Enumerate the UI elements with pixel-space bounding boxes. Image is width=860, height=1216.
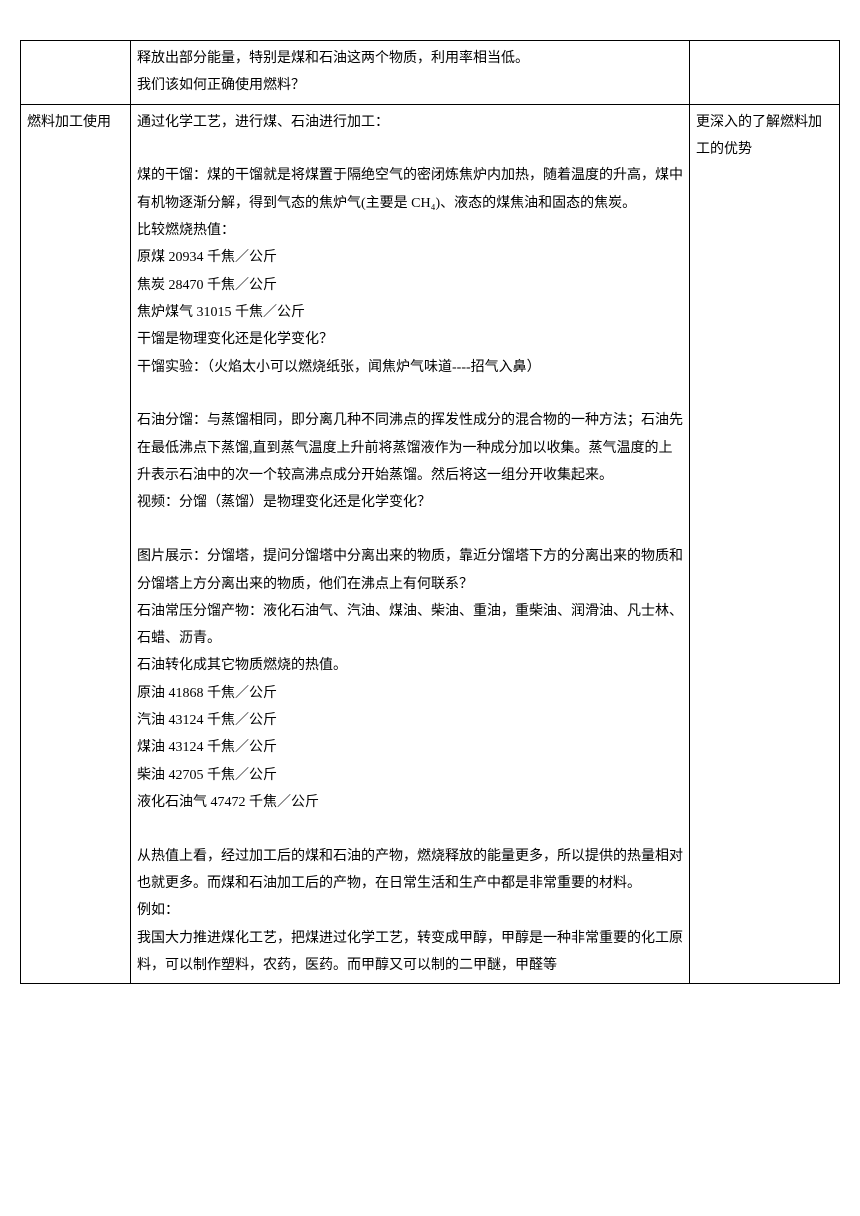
- paragraph: 焦炭 28470 千焦／公斤: [137, 272, 683, 299]
- paragraph: 原油 41868 千焦／公斤: [137, 680, 683, 707]
- document-page: 释放出部分能量，特别是煤和石油这两个物质，利用率相当低。 我们该如何正确使用燃料…: [20, 40, 840, 984]
- paragraph: 石油分馏：与蒸馏相同，即分离几种不同沸点的挥发性成分的混合物的一种方法；石油先在…: [137, 407, 683, 489]
- cell-note: [690, 41, 840, 105]
- blank-line: [137, 381, 683, 408]
- paragraph: 从热值上看，经过加工后的煤和石油的产物，燃烧释放的能量更多，所以提供的热量相对也…: [137, 843, 683, 898]
- paragraph: 例如：: [137, 897, 683, 924]
- cell-text: 燃料加工使用: [27, 115, 111, 130]
- paragraph: 干馏实验：（火焰太小可以燃烧纸张，闻焦炉气味道----招气入鼻）: [137, 354, 683, 381]
- paragraph: 干馏是物理变化还是化学变化？: [137, 326, 683, 353]
- cell-text: 更深入的了解燃料加工的优势: [696, 115, 822, 157]
- cell-stage: [21, 41, 131, 105]
- blank-line: [137, 517, 683, 544]
- paragraph: 煤油 43124 千焦／公斤: [137, 734, 683, 761]
- cell-content: 释放出部分能量，特别是煤和石油这两个物质，利用率相当低。 我们该如何正确使用燃料…: [131, 41, 690, 105]
- cell-content: 通过化学工艺，进行煤、石油进行加工： 煤的干馏：煤的干馏就是将煤置于隔绝空气的密闭…: [131, 104, 690, 984]
- table-row: 释放出部分能量，特别是煤和石油这两个物质，利用率相当低。 我们该如何正确使用燃料…: [21, 41, 840, 105]
- content-table: 释放出部分能量，特别是煤和石油这两个物质，利用率相当低。 我们该如何正确使用燃料…: [20, 40, 840, 984]
- paragraph: 原煤 20934 千焦／公斤: [137, 244, 683, 271]
- paragraph: 焦炉煤气 31015 千焦／公斤: [137, 299, 683, 326]
- paragraph: 石油常压分馏产物：液化石油气、汽油、煤油、柴油、重油，重柴油、润滑油、凡士林、石…: [137, 598, 683, 653]
- paragraph: 我们该如何正确使用燃料？: [137, 72, 683, 99]
- paragraph: 我国大力推进煤化工艺，把煤进过化学工艺，转变成甲醇，甲醇是一种非常重要的化工原料…: [137, 925, 683, 980]
- paragraph: 图片展示：分馏塔，提问分馏塔中分离出来的物质，靠近分馏塔下方的分离出来的物质和分…: [137, 543, 683, 598]
- paragraph: 汽油 43124 千焦／公斤: [137, 707, 683, 734]
- paragraph: 煤的干馏：煤的干馏就是将煤置于隔绝空气的密闭炼焦炉内加热，随着温度的升高，煤中有…: [137, 162, 683, 217]
- paragraph: 比较燃烧热值：: [137, 217, 683, 244]
- table-row: 燃料加工使用 通过化学工艺，进行煤、石油进行加工： 煤的干馏：煤的干馏就是将煤置于…: [21, 104, 840, 984]
- paragraph: 液化石油气 47472 千焦／公斤: [137, 789, 683, 816]
- paragraph: 通过化学工艺，进行煤、石油进行加工：: [137, 109, 683, 136]
- blank-line: [137, 816, 683, 843]
- paragraph: 柴油 42705 千焦／公斤: [137, 762, 683, 789]
- paragraph: 释放出部分能量，特别是煤和石油这两个物质，利用率相当低。: [137, 45, 683, 72]
- cell-stage: 燃料加工使用: [21, 104, 131, 984]
- paragraph: 石油转化成其它物质燃烧的热值。: [137, 652, 683, 679]
- paragraph: 视频：分馏（蒸馏）是物理变化还是化学变化？: [137, 489, 683, 516]
- blank-line: [137, 136, 683, 163]
- cell-note: 更深入的了解燃料加工的优势: [690, 104, 840, 984]
